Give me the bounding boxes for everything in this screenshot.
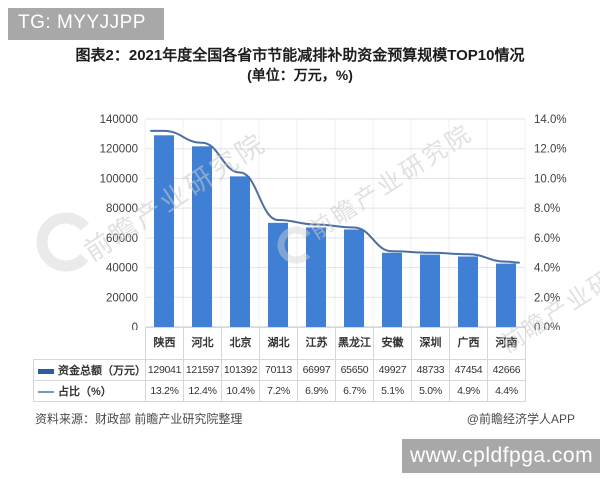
category-cell: 陕西 xyxy=(145,327,184,360)
chart-title: 图表2：2021年度全国各省市节能减排补助资金预算规模TOP10情况 (单位：万… xyxy=(0,47,600,84)
left-axis-tick-label: 80000 xyxy=(106,203,138,215)
bar-深圳 xyxy=(420,254,440,327)
trend-line xyxy=(150,129,520,264)
right-axis-tick-label: 8.0% xyxy=(534,203,560,215)
left-axis-tick-label: 0 xyxy=(132,322,138,330)
percent-value-cell: 13.2% xyxy=(145,380,184,402)
amount-value-cell: 65650 xyxy=(335,359,374,381)
combo-chart: 140000 14.0% 120000 12.0% 100000 10.0% 80000 8.… xyxy=(36,114,567,330)
category-cell: 河北 xyxy=(183,327,222,360)
bar-江苏 xyxy=(306,227,326,327)
legend-label: 占比（%） xyxy=(58,386,112,398)
category-cell: 湖北 xyxy=(259,327,298,360)
category-header-row: 陕西 河北 北京 湖北 江苏 黑龙江 安徽 深圳 广西 河南 xyxy=(34,327,526,360)
watermark-logo xyxy=(36,212,96,272)
percent-value-cell: 4.9% xyxy=(449,380,488,402)
source-note: 资料来源：财政部 前瞻产业研究院整理 xyxy=(35,412,243,426)
site-url-overlay: www.cpldfpga.com xyxy=(402,439,600,473)
amount-value-cell: 121597 xyxy=(183,359,222,381)
left-axis-tick-label: 20000 xyxy=(106,292,138,304)
right-axis-tick-label: 4.0% xyxy=(534,263,560,275)
line-series-legend-icon xyxy=(38,391,54,394)
percent-value-cell: 6.7% xyxy=(335,380,374,402)
table-row: 资金总额（万元） 129041 121597 101392 70113 66997 6565… xyxy=(33,359,526,381)
amount-value-cell: 47454 xyxy=(449,359,488,381)
tg-badge: TG: MYYJJPP xyxy=(8,8,164,40)
bar-广西 xyxy=(458,256,478,327)
bar-北京 xyxy=(230,176,250,327)
category-cell: 河南 xyxy=(487,327,526,360)
right-axis-tick-label: 14.0% xyxy=(534,114,567,126)
amount-value-cell: 66997 xyxy=(297,359,336,381)
right-axis-tick-label: 10.0% xyxy=(534,173,567,185)
bar-河北 xyxy=(192,146,212,327)
percent-value-cell: 6.9% xyxy=(297,380,336,402)
credit-note: @前瞻经济学人APP xyxy=(466,412,575,426)
percent-value-cell: 10.4% xyxy=(221,380,260,402)
right-axis-tick-label: 2.0% xyxy=(534,292,560,304)
amount-value-cell: 129041 xyxy=(145,359,184,381)
left-axis-tick-label: 140000 xyxy=(100,114,138,126)
chart-title-line1: 图表2：2021年度全国各省市节能减排补助资金预算规模TOP10情况 xyxy=(75,47,525,64)
bar-湖北 xyxy=(268,222,288,327)
right-axis-tick-label: 6.0% xyxy=(534,233,560,245)
percent-value-cell: 7.2% xyxy=(259,380,298,402)
amount-value-cell: 101392 xyxy=(221,359,260,381)
left-axis-tick-label: 120000 xyxy=(100,144,138,156)
left-axis-tick-label: 40000 xyxy=(106,263,138,275)
category-cell: 广西 xyxy=(449,327,488,360)
bar-河南 xyxy=(496,263,516,327)
right-axis-tick-label: 12.0% xyxy=(534,144,567,156)
percent-value-cell: 4.4% xyxy=(487,380,526,402)
right-axis-tick-label: 0.0% xyxy=(534,322,560,330)
bar-陕西 xyxy=(154,135,174,327)
bar-安徽 xyxy=(382,252,402,327)
legend-label: 资金总额（万元） xyxy=(58,365,146,377)
category-cell: 江苏 xyxy=(297,327,336,360)
chart-title-unit: (单位：万元，%) xyxy=(247,66,353,83)
left-axis-tick-label: 60000 xyxy=(106,233,138,245)
watermark-text-right: 前瞻产业研究院 xyxy=(305,119,478,245)
category-cell: 黑龙江 xyxy=(335,327,374,360)
amount-value-cell: 49927 xyxy=(373,359,412,381)
category-cell: 安徽 xyxy=(373,327,412,360)
table-row: 占比（%） 13.2% 12.4% 10.4% 7.2% 6.9% 6.7% 5.1% 5.0%… xyxy=(33,380,526,402)
amount-value-cell: 42666 xyxy=(487,359,526,381)
legend-cell: 资金总额（万元） xyxy=(33,359,146,381)
category-cell: 深圳 xyxy=(411,327,450,360)
category-cell: 北京 xyxy=(221,327,260,360)
percent-value-cell: 5.0% xyxy=(411,380,450,402)
data-table: 陕西 河北 北京 湖北 江苏 黑龙江 安徽 深圳 广西 河南 资金总额（万元） 129041 12159… xyxy=(33,327,526,402)
amount-value-cell: 48733 xyxy=(411,359,450,381)
legend-cell: 占比（%） xyxy=(33,380,146,402)
watermark-logo xyxy=(277,226,315,264)
legend-spacer xyxy=(34,328,146,360)
bar-黑龙江 xyxy=(344,229,364,327)
bar-series-legend-icon xyxy=(38,368,54,374)
percent-value-cell: 5.1% xyxy=(373,380,412,402)
left-axis-tick-label: 100000 xyxy=(100,173,138,185)
amount-value-cell: 70113 xyxy=(259,359,298,381)
percent-value-cell: 12.4% xyxy=(183,380,222,402)
